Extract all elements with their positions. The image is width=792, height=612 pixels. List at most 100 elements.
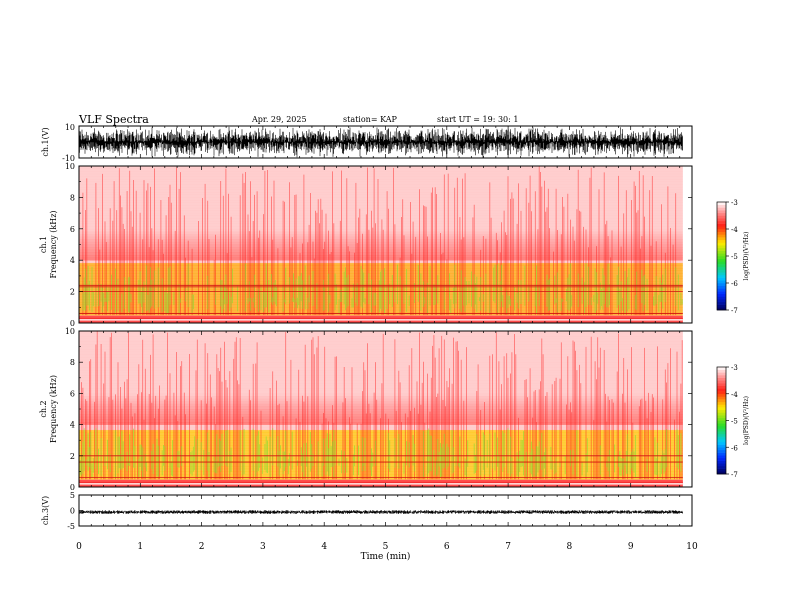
colorbar-step <box>717 299 726 303</box>
ch3-waveform-panel <box>78 510 683 514</box>
spectrogram-row <box>79 176 683 180</box>
colorbar-step <box>717 425 726 429</box>
spectrogram-row <box>79 205 683 209</box>
spectrogram-row <box>79 357 683 360</box>
colorbar-step <box>717 272 726 276</box>
colorbar-step <box>717 372 726 376</box>
spectrogram-row <box>79 234 683 237</box>
colorbar-step <box>717 433 726 437</box>
x-tick-label: 8 <box>567 542 573 552</box>
colorbar-step <box>717 239 726 243</box>
spectrogram-row <box>79 241 683 245</box>
spectrogram-row <box>79 351 683 355</box>
spectrogram-row <box>79 336 683 340</box>
spectrogram-row <box>79 409 683 412</box>
spectrogram-row <box>79 268 683 271</box>
colorbar-step <box>717 274 726 278</box>
ch2-spectrogram <box>78 331 683 488</box>
spectrogram-row <box>79 166 683 169</box>
spectrogram-row <box>79 220 683 224</box>
ch1-ytick-top: 10 <box>65 123 75 132</box>
spectrogram-row <box>79 364 683 368</box>
spectrogram-row <box>79 375 683 379</box>
colorbar-tick-label: -4 <box>731 226 738 234</box>
colorbar-step <box>717 428 726 432</box>
y-tick-label: 2 <box>70 288 75 297</box>
colorbar-step <box>717 463 726 467</box>
spectrogram-row <box>79 192 683 196</box>
spectrogram-row <box>79 265 683 269</box>
spectrogram-row <box>79 354 683 358</box>
spectrogram-row <box>79 228 683 232</box>
colorbar-step <box>717 457 726 461</box>
colorbar-step <box>717 266 726 270</box>
spectrogram-row <box>79 370 683 373</box>
spectrogram-row <box>79 179 683 182</box>
spectrogram-row <box>79 173 683 177</box>
spectrogram-row <box>79 181 683 185</box>
colorbar-step <box>717 237 726 241</box>
y-tick-label: 10 <box>65 162 75 171</box>
spectrogram-row <box>79 244 683 248</box>
ch1-ylabel: ch.1(V) <box>41 127 50 156</box>
spectrogram-row <box>79 210 683 214</box>
colorbar-step <box>717 212 726 216</box>
spectrogram-row <box>79 215 683 219</box>
spectrogram-row <box>79 385 683 389</box>
colorbar-step <box>717 420 726 424</box>
colorbar-step <box>717 293 726 297</box>
colorbar-step <box>717 393 726 397</box>
spectrogram-row <box>79 252 683 256</box>
x-tick-label: 5 <box>383 542 389 552</box>
colorbar-step <box>717 277 726 281</box>
x-tick-label: 3 <box>260 542 266 552</box>
ch3-ylabel: ch.3(V) <box>41 496 50 525</box>
spectrogram-row <box>79 344 683 347</box>
colorbar-step <box>717 367 726 370</box>
colorbar-tick-label: -6 <box>731 280 738 288</box>
colorbar-step <box>717 215 726 219</box>
spectrogram-row <box>79 262 683 266</box>
figure-title: VLF Spectra <box>79 113 149 126</box>
spectrogram-row <box>79 200 683 203</box>
spectrogram-row <box>79 367 683 371</box>
spectrogram-row <box>79 257 683 261</box>
spectrogram-row <box>79 260 683 264</box>
colorbar-label: log(PSD)(V²/Hz) <box>743 232 750 281</box>
ch2-spectrogram-colorbar <box>716 366 729 475</box>
colorbar-tick-label: -7 <box>731 471 738 479</box>
spectrogram-row <box>79 249 683 253</box>
spectrogram-row <box>79 213 683 217</box>
y-tick-label: 0 <box>70 483 75 492</box>
colorbar-step <box>717 256 726 259</box>
y-tick-label: 6 <box>70 389 75 398</box>
spectrogram-ylabel-frequency: Frequency (kHz) <box>49 210 58 278</box>
colorbar-step <box>717 412 726 416</box>
ch3-ytick-label: 5 <box>70 491 75 500</box>
x-tick-label: 0 <box>76 542 82 552</box>
colorbar-step <box>717 283 726 286</box>
colorbar-step <box>717 375 726 378</box>
date-label: Apr. 29, 2025 <box>252 115 307 124</box>
colorbar-step <box>717 288 726 292</box>
spectrogram-row <box>79 401 683 405</box>
colorbar-step <box>717 439 726 443</box>
spectrogram-row <box>79 380 683 384</box>
ch3-ytick-label: -5 <box>67 522 75 531</box>
station-label: station= KAP <box>343 115 397 124</box>
colorbar-step <box>717 417 726 421</box>
y-tick-label: 2 <box>70 452 75 461</box>
ch3-ytick-label: 0 <box>70 507 75 516</box>
colorbar-step <box>717 452 726 456</box>
colorbar-step <box>717 264 726 268</box>
colorbar-step <box>717 304 726 308</box>
colorbar-step <box>717 388 726 392</box>
colorbar-step <box>717 415 726 419</box>
colorbar-step <box>717 369 726 373</box>
spectrogram-row <box>79 202 683 206</box>
colorbar-step <box>717 409 726 413</box>
spectrogram-row <box>79 171 683 175</box>
spectrogram-row <box>79 223 683 227</box>
colorbar-step <box>717 455 726 459</box>
colorbar-tick-label: -6 <box>731 444 738 452</box>
